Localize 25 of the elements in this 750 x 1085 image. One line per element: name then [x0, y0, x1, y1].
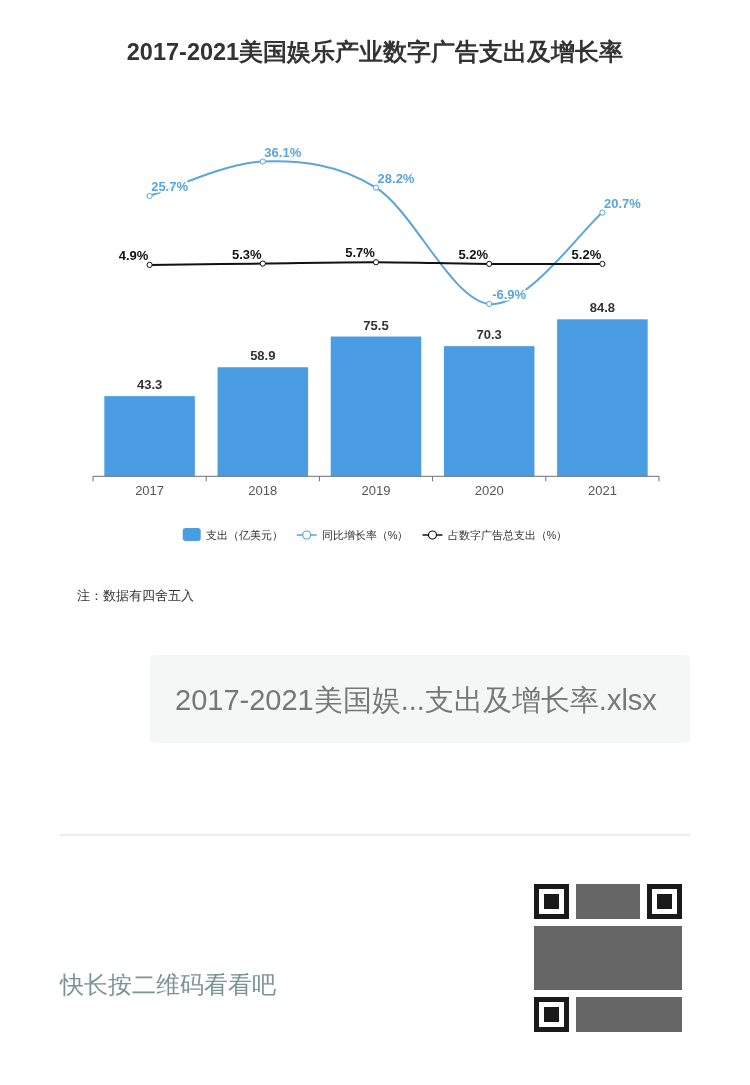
data-label: 75.5 [363, 317, 389, 333]
x-tick-label: 2017 [135, 483, 165, 498]
x-tick-label: 2021 [587, 483, 617, 498]
legend-label: 支出（亿美元） [205, 529, 283, 541]
data-label: 28.2% [377, 170, 415, 186]
chart-title: 2017-2021美国娱乐产业数字广告支出及增长率 [126, 38, 624, 65]
text: 2017-2021美国娱...支出及增长率.xlsx [175, 684, 658, 716]
data-label: 36.1% [264, 144, 302, 160]
x-tick-label: 2020 [474, 483, 504, 498]
data-label: 58.9 [250, 348, 276, 364]
x-tick-label: 2019 [361, 483, 391, 498]
legend-label: 同比增长率（%） [321, 529, 409, 541]
data-label: 5.7% [345, 245, 376, 261]
data-label: 70.3 [476, 327, 502, 343]
text: 快长按二维码看看吧 [59, 971, 276, 998]
data-label: 5.2% [458, 246, 489, 262]
x-tick-label: 2018 [248, 483, 278, 498]
data-label: 84.8 [589, 300, 616, 316]
data-label: 5.2% [571, 246, 602, 262]
text: 注：数据有四舍五入 [77, 588, 194, 603]
data-label: 43.3 [136, 377, 163, 393]
legend-label: 占数字广告总支出（%） [447, 529, 568, 541]
data-label: 20.7% [603, 195, 642, 211]
data-label: 5.3% [231, 246, 263, 262]
data-label: 4.9% [118, 247, 149, 263]
